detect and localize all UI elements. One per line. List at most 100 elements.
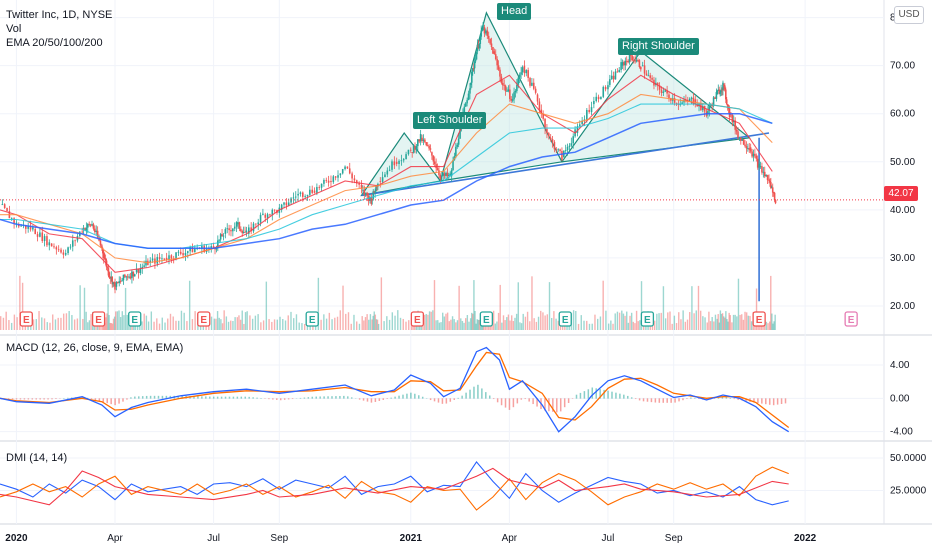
macd-hist-bar (382, 398, 385, 400)
candle-body (725, 99, 728, 105)
volume-bar (716, 318, 718, 330)
volume-bar (377, 323, 380, 330)
volume-bar (622, 313, 625, 330)
candle-body (482, 24, 484, 31)
symbol-title[interactable]: Twitter Inc, 1D, NYSE (6, 9, 113, 21)
volume-bar (16, 317, 18, 330)
macd-hist-bar (690, 397, 692, 399)
volume-bar (116, 311, 119, 330)
macd-hist-bar (145, 395, 148, 399)
candle-body (344, 166, 346, 170)
candle-body (165, 257, 168, 260)
candle-body (722, 82, 724, 90)
candle-body (186, 251, 189, 253)
candle-body (647, 75, 650, 77)
candle-body (143, 265, 145, 267)
candle-body (237, 222, 239, 225)
candle-body (67, 247, 69, 254)
earnings-label: E (414, 315, 421, 326)
volume-bar (405, 321, 407, 330)
volume-bar (376, 319, 379, 330)
candle-body (245, 230, 248, 233)
candle-body (149, 260, 152, 263)
candle-body (13, 218, 15, 224)
volume-bar (106, 313, 108, 330)
candle-body (551, 139, 554, 142)
candle-body (388, 169, 391, 171)
candle-body (182, 253, 184, 256)
candle-body (364, 192, 367, 195)
left-shoulder-label[interactable]: Left Shoulder (413, 112, 487, 129)
earnings-box (410, 311, 425, 327)
right-shoulder-label[interactable]: Right Shoulder (618, 38, 699, 55)
candle-body (242, 232, 245, 234)
volume-bar (188, 280, 191, 330)
candle-body (607, 85, 609, 90)
candle-body (602, 86, 605, 97)
candle-body (463, 106, 466, 114)
candle-body (179, 251, 182, 254)
dmi-title[interactable]: DMI (14, 14) (6, 452, 68, 464)
volume-bar (496, 321, 498, 330)
earnings-label: E (848, 315, 855, 326)
volume-bar (123, 315, 125, 330)
y-tick-label: 20.00 (890, 301, 915, 312)
macd-hist-bar (599, 389, 601, 399)
volume-bar (243, 323, 245, 330)
candle-body (88, 224, 90, 225)
candle-body (507, 89, 510, 92)
macd-hist-bar (485, 392, 487, 399)
volume-bar (161, 317, 163, 330)
candle-body (306, 194, 309, 197)
candle-body (474, 59, 477, 62)
candle-body (620, 62, 622, 70)
macd-hist-bar (205, 396, 207, 399)
macd-hist-bar (757, 398, 759, 403)
candle-body (292, 197, 295, 199)
ema-label[interactable]: EMA 20/50/100/200 (6, 37, 103, 49)
candle-body (119, 281, 122, 282)
volume-bar (410, 322, 413, 330)
volume-label[interactable]: Vol (6, 23, 22, 35)
volume-bar (186, 321, 188, 330)
candle-body (431, 152, 433, 156)
macd-hist-bar (23, 398, 26, 400)
candle-body (632, 60, 635, 61)
main-legend: Twitter Inc, 1D, NYSE Vol EMA 20/50/100/… (6, 8, 112, 50)
macd-hist-bar (102, 398, 105, 403)
volume-bar (535, 321, 538, 330)
candle-body (175, 252, 177, 259)
candle-body (309, 189, 311, 195)
candle-body (546, 128, 548, 134)
candle-body (747, 148, 749, 149)
volume-bar (358, 323, 361, 330)
candle-body (373, 191, 375, 193)
volume-bar (213, 318, 216, 330)
volume-bar (749, 315, 751, 330)
candle-body (113, 281, 115, 283)
candle-body (304, 196, 306, 198)
macd-hist-bar (516, 398, 519, 404)
volume-bar (234, 317, 236, 330)
head-label[interactable]: Head (497, 3, 532, 20)
macd-hist-bar (331, 396, 333, 399)
volume-bar (215, 318, 217, 330)
volume-bar (575, 311, 577, 330)
macd-hist-bar (473, 386, 475, 399)
candle-body (126, 276, 129, 278)
macd-hist-bar (429, 398, 432, 401)
candle-body (471, 68, 474, 72)
volume-bar (239, 319, 242, 330)
candle-body (604, 86, 607, 90)
volume-bar (276, 319, 278, 330)
macd-hist-bar (548, 398, 550, 412)
macd-hist-bar (768, 398, 771, 405)
macd-title[interactable]: MACD (12, 26, close, 9, EMA, EMA) (6, 342, 184, 354)
candle-body (536, 94, 539, 102)
candle-body (351, 173, 353, 179)
earnings-label: E (562, 315, 569, 326)
volume-bar (158, 323, 161, 330)
currency-button[interactable]: USD (894, 6, 924, 24)
candle-body (269, 214, 271, 216)
candle-body (754, 153, 756, 156)
